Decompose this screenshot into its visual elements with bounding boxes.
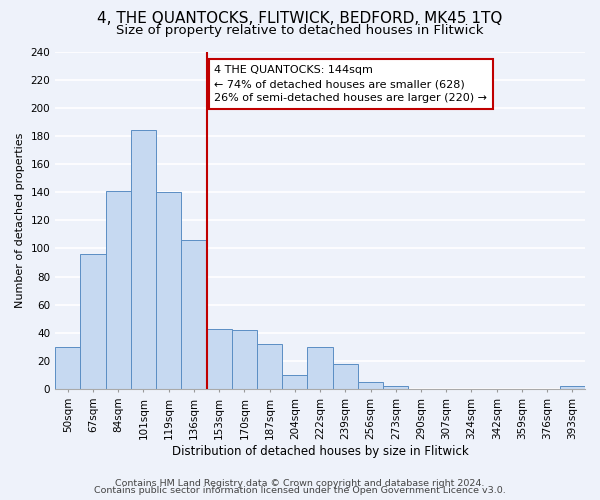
Bar [282,375,307,389]
Bar [80,254,106,389]
Text: 4, THE QUANTOCKS, FLITWICK, BEDFORD, MK45 1TQ: 4, THE QUANTOCKS, FLITWICK, BEDFORD, MK4… [97,11,503,26]
Bar [156,192,181,389]
Bar [560,386,585,389]
Bar [206,328,232,389]
Bar [232,330,257,389]
Bar [181,240,206,389]
Y-axis label: Number of detached properties: Number of detached properties [15,132,25,308]
Bar [358,382,383,389]
Bar [55,347,80,389]
Bar [131,130,156,389]
Text: Contains HM Land Registry data © Crown copyright and database right 2024.: Contains HM Land Registry data © Crown c… [115,478,485,488]
Bar [106,191,131,389]
Text: Size of property relative to detached houses in Flitwick: Size of property relative to detached ho… [116,24,484,37]
Text: 4 THE QUANTOCKS: 144sqm
← 74% of detached houses are smaller (628)
26% of semi-d: 4 THE QUANTOCKS: 144sqm ← 74% of detache… [214,65,487,103]
Bar [332,364,358,389]
Bar [307,347,332,389]
Bar [383,386,409,389]
Text: Contains public sector information licensed under the Open Government Licence v3: Contains public sector information licen… [94,486,506,495]
X-axis label: Distribution of detached houses by size in Flitwick: Distribution of detached houses by size … [172,444,469,458]
Bar [257,344,282,389]
